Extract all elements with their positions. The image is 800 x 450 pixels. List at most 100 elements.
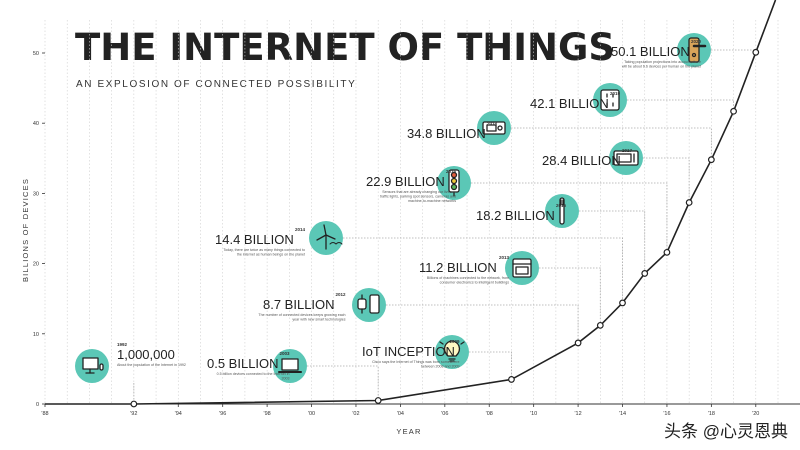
data-point [641, 270, 649, 277]
annotation-year: 2003 [279, 351, 290, 356]
data-point [663, 248, 671, 256]
x-tick-label: '96 [219, 411, 226, 417]
x-tick-label: '08 [486, 411, 493, 417]
x-tick-label: '06 [441, 411, 448, 417]
leader-line [307, 365, 379, 401]
x-tick-label: '04 [397, 411, 404, 417]
leader-line [511, 127, 712, 160]
power-outlet-icon-part [600, 89, 620, 111]
x-tick-label: '98 [264, 411, 271, 417]
chart-title: THE INTERNET OF THINGS [75, 26, 615, 69]
annotation-value: 50.1 BILLION [611, 44, 690, 59]
annotation-description: year with new smart technologies [292, 318, 345, 322]
leader-line [627, 99, 734, 112]
annotation-value: 11.2 BILLION [419, 260, 497, 275]
ticks: 0 10 20 30 40 50 '88 '92 '94 '96 '98 '00 '02 '04 '06 '0… [33, 51, 759, 417]
data-point [508, 376, 515, 383]
leader-line [469, 351, 512, 380]
annotation-description: The number of connected devices keeps gr… [258, 313, 345, 317]
annotation-year: 2014 [295, 227, 306, 232]
leader-line [386, 304, 579, 343]
annotation-year: 2016 [446, 169, 457, 174]
annotation-description: Billions of machines connected to the ne… [427, 276, 509, 280]
laptop-icon-part [281, 358, 299, 371]
icon-badge [352, 288, 386, 322]
lightbulb-icon [460, 341, 465, 345]
x-tick-label: '92 [130, 411, 137, 417]
y-tick-label: 20 [33, 262, 39, 268]
annotation-value: 1,000,000 [117, 347, 175, 362]
annotation-description: between 2008 and 2009 [421, 365, 460, 369]
data-point [752, 48, 760, 56]
computer-icon [99, 363, 104, 371]
data-point [730, 107, 737, 115]
smartwatch-phone-icon [369, 294, 380, 314]
annotation-value: 34.8 BILLION [407, 126, 486, 141]
x-tick-label: '18 [708, 411, 715, 417]
x-tick-label: '12 [575, 411, 582, 417]
x-axis-label: YEAR [396, 427, 421, 436]
wind-turbine-icon [329, 242, 343, 245]
x-tick-label: '94 [175, 411, 182, 417]
leader-line [643, 157, 690, 203]
annotation-description: traffic lights, parking spot sensors, ca… [380, 195, 456, 199]
annotation-description: Taking population projections into accou… [624, 60, 701, 64]
data-point [685, 199, 693, 206]
annotation-year: 1992 [117, 342, 128, 347]
annotation-year: 2013 [499, 255, 510, 260]
lightbulb-icon-part [443, 340, 461, 357]
thermostat-icon [497, 125, 503, 131]
annotation-year: 2020 [691, 39, 702, 44]
annotation-value: 14.4 BILLION [215, 232, 294, 247]
annotation-value: 18.2 BILLION [476, 208, 555, 223]
annotation-description: Today, there are twice as many things co… [223, 248, 305, 252]
annotation-description: About the population of the Internet in … [117, 363, 186, 367]
data-point [619, 299, 626, 307]
annotation-description: 0.5 billion devices connected to the Int… [217, 372, 290, 376]
wind-turbine-icon-part [323, 224, 327, 236]
y-tick-label: 40 [33, 121, 39, 127]
data-points [130, 48, 760, 408]
x-tick-label: '88 [41, 411, 48, 417]
smartwatch-phone-icon-part [357, 298, 367, 310]
chart-subtitle: AN EXPLOSION OF CONNECTED POSSIBILITY [76, 79, 356, 90]
annotation-value: 8.7 BILLION [263, 297, 335, 312]
traffic-light-icon-part [450, 177, 458, 185]
microwave-icon-part [616, 153, 632, 163]
annotation-value: 42.1 BILLION [530, 96, 609, 111]
oven-icon [515, 266, 529, 275]
x-tick-label: '14 [619, 411, 626, 417]
annotation-value: 22.9 BILLION [366, 174, 445, 189]
x-tick-label: '20 [752, 411, 759, 417]
annotation-description: Sensors that are already changing our li… [382, 190, 456, 194]
leader-line [343, 237, 623, 303]
annotation-year: 2017 [622, 148, 633, 153]
door-lock-icon [691, 52, 697, 58]
traffic-light-icon-part [450, 183, 458, 191]
x-tick-label: '02 [352, 411, 359, 417]
y-tick-label: 0 [36, 402, 39, 408]
x-tick-label: '16 [663, 411, 670, 417]
data-point [596, 321, 604, 329]
y-tick-label: 50 [33, 51, 39, 57]
annotation-value: IoT INCEPTION [362, 344, 455, 359]
annotation-description: consumer electronics to intelligent buil… [440, 281, 510, 285]
x-tick-label: '10 [530, 411, 537, 417]
leader-line [471, 182, 668, 253]
annotation-description: the internet as human beings on the plan… [237, 253, 305, 257]
data-point [574, 339, 582, 347]
data-point [374, 397, 382, 404]
